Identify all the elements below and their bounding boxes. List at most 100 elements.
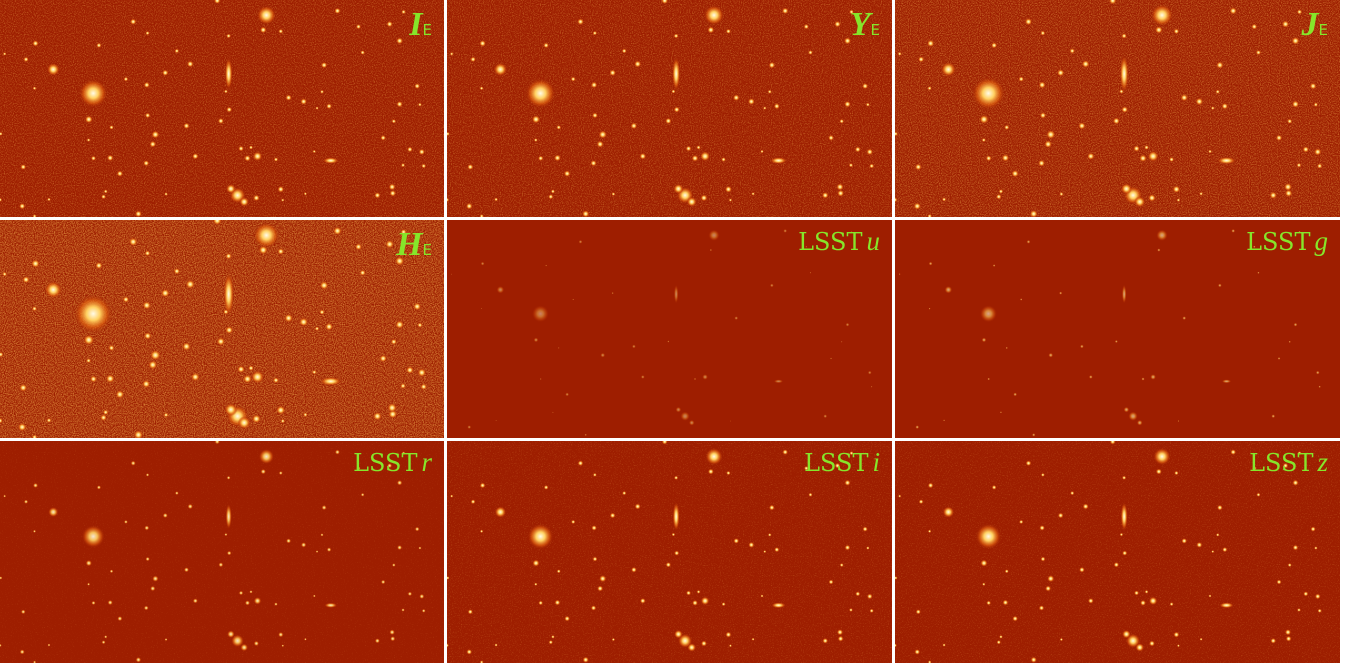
source [837,189,845,197]
source [2,271,8,277]
source [866,593,873,600]
source [823,414,828,419]
source [768,504,775,511]
source [830,357,833,360]
source [374,192,381,199]
source [556,124,562,130]
source [570,76,576,82]
source [225,326,234,335]
source [320,61,328,69]
source [1038,81,1046,89]
source [47,643,51,647]
band-label: IE [409,6,432,44]
source [401,608,405,612]
source [273,157,279,162]
source [1141,377,1145,381]
source [1177,420,1180,422]
source [773,379,784,384]
source [1144,589,1149,594]
source [1318,385,1321,388]
source [865,102,870,107]
source [866,546,870,550]
source [23,499,29,504]
source [315,106,319,110]
source [677,633,693,648]
source [447,643,449,648]
source [639,152,647,160]
source [379,354,387,363]
source [225,503,232,530]
source [915,609,921,615]
noise [0,0,444,217]
source [686,590,692,596]
noise [895,441,1340,663]
source [611,291,614,295]
source [1292,544,1299,551]
source [1173,28,1180,35]
source [1182,316,1187,321]
source [223,272,234,316]
source [828,579,834,585]
source [321,505,327,511]
source [101,640,106,645]
source [686,196,697,207]
source [611,637,616,642]
source [1257,271,1260,274]
source [687,643,697,652]
source [611,192,616,196]
source [1199,191,1204,196]
noise [895,220,1340,438]
sky-image [447,220,892,438]
source [1119,532,1124,537]
source [150,585,156,592]
source [183,122,190,130]
source [240,643,249,652]
source [577,460,584,467]
source [1309,82,1317,90]
source [78,78,108,108]
source [782,449,789,455]
source [634,60,642,68]
source [674,629,683,639]
source [0,351,4,358]
source [83,334,95,346]
source [1070,490,1075,496]
source [414,526,420,532]
source [1221,379,1232,384]
source [1154,26,1163,34]
source [728,198,733,202]
source [747,97,755,106]
source [108,344,115,352]
source [944,285,953,294]
survey-name: LSST [353,449,418,477]
source [17,422,27,432]
image-panel: LSST r [0,441,444,663]
source [582,210,590,217]
source [359,269,366,276]
image-panel: LSST g [895,220,1340,438]
source [389,629,395,636]
source [231,634,244,648]
source [143,81,150,89]
source [592,556,598,562]
source [226,106,233,113]
band-label: YE [850,6,880,44]
survey-name: LSST [804,449,869,477]
source [849,9,854,15]
filter-subscript: E [870,21,880,39]
source [700,194,708,202]
source [557,347,560,349]
source [0,131,3,136]
source [729,420,732,422]
source [707,26,715,34]
source [895,131,899,137]
source [86,358,92,364]
source [143,160,150,167]
source [577,18,584,26]
source [849,608,853,612]
source [556,569,561,574]
source [31,306,38,312]
source [133,430,144,438]
source [895,643,897,648]
source [116,170,124,177]
